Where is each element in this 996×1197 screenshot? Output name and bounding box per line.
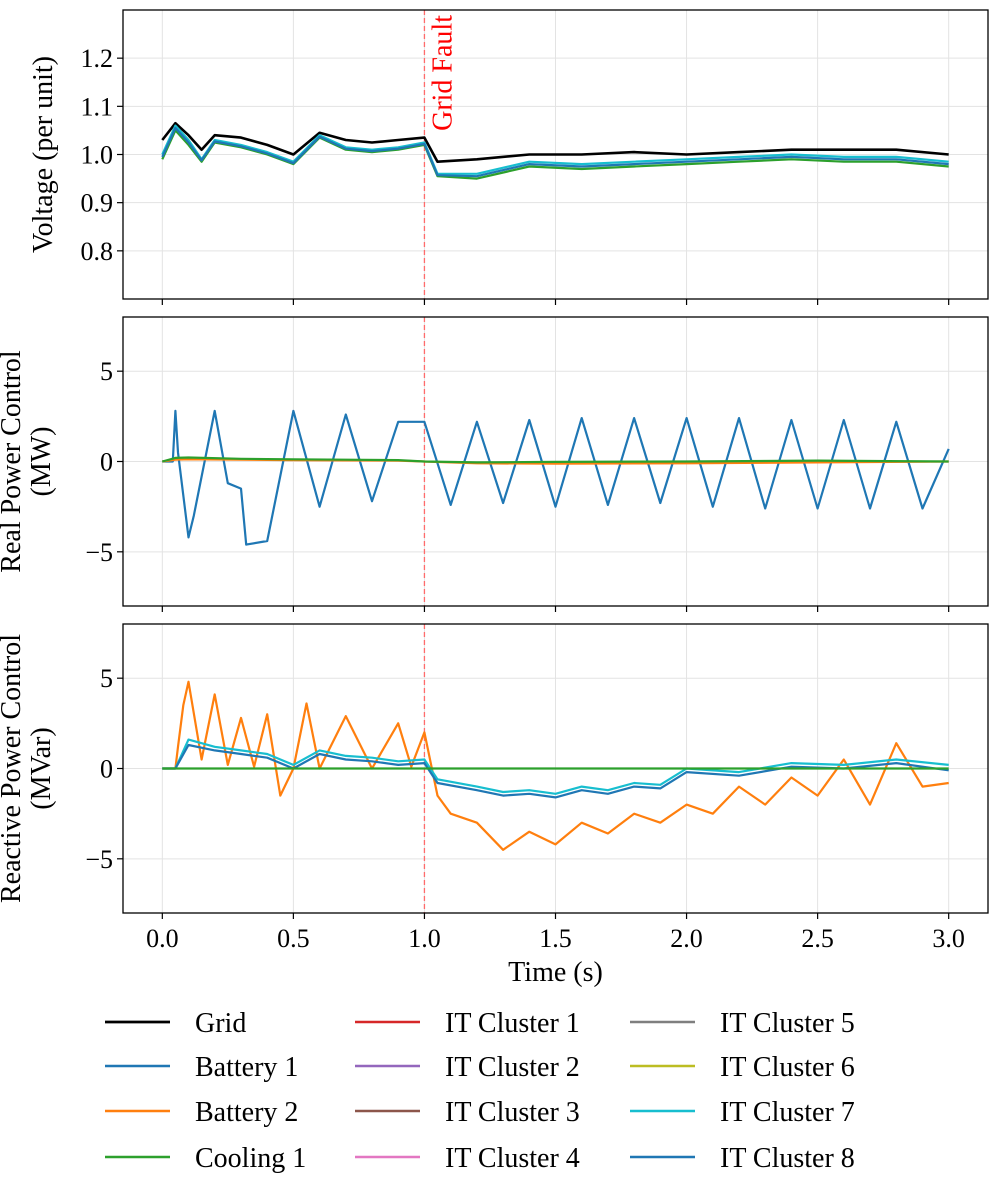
- y-tick-label: 0.8: [81, 237, 114, 266]
- legend-label: Battery 2: [195, 1097, 298, 1128]
- chart-panels: 0.8 0.9 1.0 1.1 1.2 Voltage (per unit) Grid Fa…: [0, 9, 989, 988]
- legend-item: Battery 2: [105, 1097, 298, 1128]
- x-tick-label: 0.5: [277, 924, 310, 953]
- legend-item: IT Cluster 1: [355, 1008, 580, 1039]
- legend-label: IT Cluster 5: [720, 1008, 855, 1039]
- y-tick-label: 1.1: [81, 92, 114, 121]
- series-line-it-cluster-8: [161, 126, 949, 178]
- y-axis-label: (MW): [26, 427, 57, 497]
- x-tick-label: 0.0: [146, 924, 179, 953]
- legend-item: IT Cluster 6: [630, 1052, 855, 1083]
- legend-label: Grid: [195, 1008, 246, 1039]
- legend-item: IT Cluster 5: [630, 1008, 855, 1039]
- x-axis-label: Time (s): [508, 957, 603, 988]
- y-tick-label: 0: [100, 755, 113, 784]
- y-tick-label: 1.2: [81, 44, 114, 73]
- panel-3: −5 0 5 0.0 0.5 1.0 1.5 2.0 2.5 3.0 Time (s) Reactiv…: [0, 623, 989, 988]
- y-axis-label: Reactive Power Control: [0, 634, 27, 903]
- y-tick-label: 0.9: [81, 189, 114, 218]
- legend-item: Grid: [105, 1008, 246, 1039]
- legend-item: IT Cluster 7: [630, 1097, 855, 1128]
- x-tick-label: 1.5: [539, 924, 572, 953]
- series-line-battery-1: [162, 409, 950, 546]
- legend-label: Cooling 1: [195, 1143, 306, 1174]
- x-tick-label: 3.0: [932, 924, 965, 953]
- legend-label: IT Cluster 7: [720, 1097, 855, 1128]
- panel-2: −5 0 5 Real Power Control(MW): [0, 316, 989, 612]
- x-tick-label: 1.0: [408, 924, 441, 953]
- y-axis-label: Voltage (per unit): [28, 56, 59, 253]
- y-tick-label: 1.0: [81, 141, 114, 170]
- legend-label: IT Cluster 1: [445, 1008, 580, 1039]
- legend-label: IT Cluster 4: [445, 1143, 580, 1174]
- y-tick-label: −5: [85, 845, 113, 874]
- legend-label: IT Cluster 6: [720, 1052, 855, 1083]
- series-line-cooling-1: [162, 456, 949, 464]
- legend-item: Battery 1: [105, 1052, 298, 1083]
- y-axis-label: (MVar): [26, 727, 57, 809]
- series-line-battery-2: [162, 680, 949, 851]
- y-tick-label: −5: [85, 538, 113, 567]
- y-tick-label: 5: [100, 664, 113, 693]
- legend-item: IT Cluster 3: [355, 1097, 580, 1128]
- series-line-it-cluster-7: [162, 738, 949, 795]
- legend-label: Battery 1: [195, 1052, 298, 1083]
- legend-label: IT Cluster 2: [445, 1052, 580, 1083]
- legend-item: IT Cluster 2: [355, 1052, 580, 1083]
- y-tick-label: 0: [100, 448, 113, 477]
- series-line-grid: [161, 121, 949, 163]
- y-axis-label: Real Power Control: [0, 350, 27, 573]
- x-tick-label: 2.0: [670, 924, 703, 953]
- legend-label: IT Cluster 3: [445, 1097, 580, 1128]
- legend-item: Cooling 1: [105, 1143, 306, 1174]
- panel-1: 0.8 0.9 1.0 1.1 1.2 Voltage (per unit) Grid Fa…: [28, 9, 989, 305]
- series-line-it-cluster-8: [162, 743, 949, 799]
- legend-item: IT Cluster 4: [355, 1143, 580, 1174]
- legend: Grid Battery 1 Battery 2 Cooling 1 IT Cluste…: [105, 1008, 855, 1174]
- legend-item: IT Cluster 8: [630, 1143, 855, 1174]
- grid-fault-annotation: Grid Fault: [427, 15, 458, 131]
- y-tick-label: 5: [100, 357, 113, 386]
- legend-label: IT Cluster 8: [720, 1143, 855, 1174]
- x-tick-label: 2.5: [801, 924, 834, 953]
